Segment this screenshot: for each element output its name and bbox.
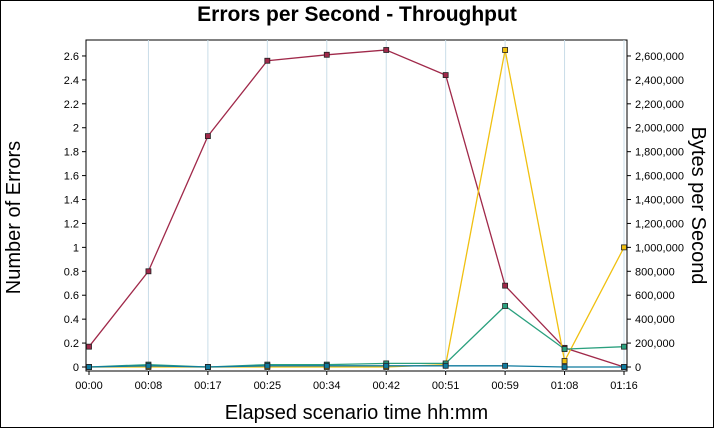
x-tick-label: 00:17 bbox=[194, 380, 222, 392]
y-left-tick-label: 1.6 bbox=[64, 171, 79, 183]
x-tick-label: 00:00 bbox=[75, 380, 103, 392]
x-axis-ticks: 00:00 00:08 00:17 00:25 00:34 00:42 00:51 00:59… bbox=[75, 371, 638, 392]
y-left-tick-label: 0 bbox=[73, 362, 79, 374]
y-right-tick-label: 800,000 bbox=[635, 266, 675, 278]
y-right-tick-label: 2,000,000 bbox=[635, 123, 684, 135]
series-2-point bbox=[621, 244, 627, 251]
y-left-tick-label: 0.6 bbox=[64, 290, 79, 302]
y-left-tick-label: 0.8 bbox=[64, 266, 79, 278]
y-left-tick-label: 1 bbox=[73, 242, 79, 254]
chart-title: Errors per Second - Throughput bbox=[197, 3, 517, 26]
y-right-tick-label: 1,600,000 bbox=[635, 171, 684, 183]
y-left-tick-label: 1.8 bbox=[64, 147, 79, 159]
series-4-point bbox=[323, 362, 330, 369]
y-left-tick-label: 2.2 bbox=[64, 99, 79, 111]
y-right-tick-label: 2,200,000 bbox=[635, 99, 684, 111]
y-left-tick-label: 2.4 bbox=[64, 75, 79, 87]
y-left-tick-label: 2 bbox=[73, 123, 79, 135]
y-axis-right-title: Bytes per Second bbox=[687, 127, 709, 285]
series-4-point bbox=[621, 364, 627, 370]
y-left-tick-label: 2.6 bbox=[64, 51, 79, 63]
plot-area bbox=[85, 39, 628, 372]
y-axis-right-ticks: 0 200,000 400,000 600,000 800,000 1,000,000 1,… bbox=[627, 51, 684, 374]
grid-lines bbox=[147, 40, 625, 371]
x-tick-label: 00:08 bbox=[135, 380, 163, 392]
y-right-tick-label: 1,800,000 bbox=[635, 147, 684, 159]
y-right-tick-label: 400,000 bbox=[635, 314, 675, 326]
series-4-point bbox=[145, 362, 152, 369]
series-3-point bbox=[621, 343, 627, 350]
x-tick-label: 00:51 bbox=[432, 380, 460, 392]
x-tick-label: 01:16 bbox=[610, 380, 638, 392]
y-right-tick-label: 600,000 bbox=[635, 290, 675, 302]
y-right-tick-label: 200,000 bbox=[635, 338, 675, 350]
x-tick-label: 00:42 bbox=[372, 380, 400, 392]
series-4-point bbox=[502, 362, 509, 369]
series-1-point bbox=[442, 72, 449, 79]
y-right-tick-label: 1,200,000 bbox=[635, 218, 684, 230]
series-4-point bbox=[383, 362, 390, 369]
series-1-point bbox=[323, 51, 330, 58]
x-tick-label: 01:08 bbox=[551, 380, 579, 392]
series-4-point bbox=[264, 362, 271, 369]
series-layer bbox=[86, 47, 627, 370]
x-tick-label: 00:25 bbox=[254, 380, 282, 392]
y-right-tick-label: 1,400,000 bbox=[635, 195, 684, 207]
y-right-tick-label: 2,600,000 bbox=[635, 51, 684, 63]
series-4-line bbox=[88, 365, 624, 368]
series-4-point bbox=[561, 364, 568, 370]
y-right-tick-label: 1,000,000 bbox=[635, 242, 684, 254]
y-right-tick-label: 2,400,000 bbox=[635, 75, 684, 87]
series-2-point bbox=[502, 47, 509, 53]
series-1-point bbox=[383, 47, 390, 53]
series-3-point bbox=[561, 346, 568, 352]
y-left-tick-label: 0.4 bbox=[64, 314, 79, 326]
y-axis-left-ticks: 0 0.2 0.4 0.6 0.8 1 1.2 1.4 1.6 1.8 2 2.2 2.4 2.6 bbox=[64, 51, 86, 374]
series-4-point bbox=[204, 364, 211, 370]
y-right-tick-label: 0 bbox=[635, 362, 641, 374]
y-left-tick-label: 1.4 bbox=[64, 195, 79, 207]
series-1-point bbox=[86, 343, 92, 350]
y-left-tick-label: 1.2 bbox=[64, 218, 79, 230]
series-3-point bbox=[502, 303, 509, 309]
series-4-point bbox=[86, 364, 92, 370]
series-4-point bbox=[442, 362, 449, 369]
series-1-point bbox=[145, 268, 152, 275]
series-2-point bbox=[561, 358, 568, 364]
series-1-point bbox=[264, 57, 271, 64]
x-tick-label: 00:59 bbox=[491, 380, 519, 392]
series-1-point bbox=[204, 133, 211, 140]
series-1-line bbox=[88, 49, 625, 368]
y-left-tick-label: 0.2 bbox=[64, 338, 79, 350]
x-axis-title: Elapsed scenario time hh:mm bbox=[225, 402, 488, 424]
x-tick-label: 00:34 bbox=[313, 380, 341, 392]
y-axis-left-title: Number of Errors bbox=[3, 141, 25, 294]
series-1-point bbox=[502, 282, 509, 289]
